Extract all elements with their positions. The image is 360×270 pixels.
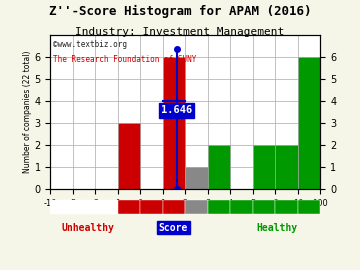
Bar: [298, 200, 320, 214]
Bar: [118, 200, 140, 214]
Bar: [230, 200, 253, 214]
Bar: [163, 57, 185, 189]
Text: The Research Foundation of SUNY: The Research Foundation of SUNY: [53, 55, 197, 64]
Bar: [253, 200, 275, 214]
Bar: [208, 145, 230, 189]
Text: Score: Score: [158, 222, 188, 232]
Bar: [140, 200, 163, 214]
Text: ©www.textbiz.org: ©www.textbiz.org: [53, 40, 127, 49]
Bar: [163, 200, 185, 214]
Bar: [275, 200, 298, 214]
Text: Unhealthy: Unhealthy: [62, 222, 114, 232]
Text: Healthy: Healthy: [257, 222, 298, 232]
Bar: [118, 123, 140, 189]
Text: Z''-Score Histogram for APAM (2016): Z''-Score Histogram for APAM (2016): [49, 5, 311, 18]
Bar: [253, 145, 275, 189]
Bar: [185, 167, 208, 189]
Bar: [95, 200, 118, 214]
Text: Industry: Investment Management: Industry: Investment Management: [75, 27, 285, 37]
Bar: [208, 200, 230, 214]
Bar: [275, 145, 298, 189]
Bar: [50, 200, 73, 214]
Bar: [185, 200, 208, 214]
Text: 1.646: 1.646: [161, 106, 192, 116]
Y-axis label: Number of companies (22 total): Number of companies (22 total): [23, 51, 32, 173]
Bar: [73, 200, 95, 214]
Bar: [298, 57, 320, 189]
